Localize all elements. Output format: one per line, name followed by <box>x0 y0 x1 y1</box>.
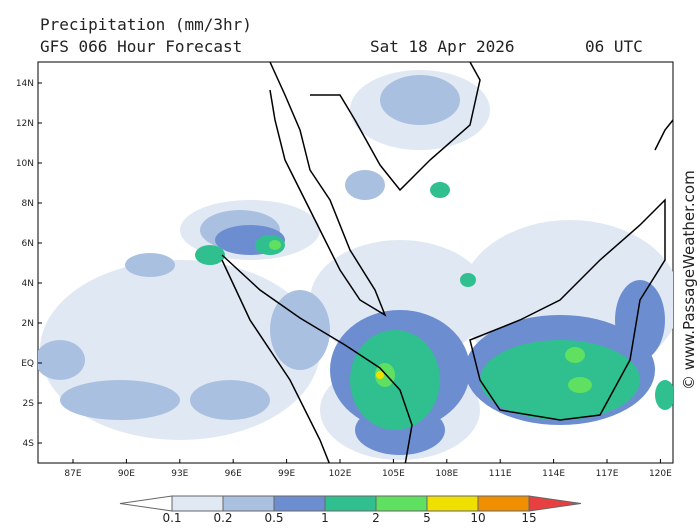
legend-swatch <box>324 495 377 512</box>
lon-label: 111E <box>489 469 512 479</box>
watermark: © www.PassageWeather.com <box>680 170 698 390</box>
lat-label: EQ <box>21 359 34 369</box>
coastlines <box>221 62 673 463</box>
lon-labels: 87E 90E 93E 96E 99E 102E 105E 108E 111E 114E 117E 1… <box>64 459 672 479</box>
legend-label: 15 <box>521 511 536 525</box>
legend-swatch <box>222 495 275 512</box>
legend-label: 2 <box>372 511 380 525</box>
lon-label: 105E <box>382 469 405 479</box>
legend-label: 0.2 <box>213 511 232 525</box>
lon-label: 96E <box>225 469 242 479</box>
lat-label: 4N <box>22 279 34 289</box>
lon-label: 117E <box>596 469 619 479</box>
lat-label: 12N <box>16 119 34 129</box>
legend: 0.1 0.2 0.5 1 2 5 10 15 <box>119 495 582 525</box>
date: Sat 18 Apr 2026 <box>370 37 515 56</box>
lat-label: 2N <box>22 319 34 329</box>
lon-label: 120E <box>649 469 672 479</box>
lon-label: 102E <box>329 469 352 479</box>
map <box>37 61 674 464</box>
lat-label: 8N <box>22 199 34 209</box>
lon-label: 108E <box>435 469 458 479</box>
legend-label: 10 <box>470 511 485 525</box>
lat-label: 4S <box>23 439 35 449</box>
legend-swatch <box>375 495 428 512</box>
legend-label: 0.1 <box>162 511 181 525</box>
legend-swatch <box>426 495 479 512</box>
lon-label: 90E <box>118 469 135 479</box>
model: GFS 066 Hour Forecast <box>40 37 242 56</box>
legend-swatch <box>477 495 530 512</box>
lon-label: 99E <box>278 469 295 479</box>
time: 06 UTC <box>585 37 643 56</box>
title: Precipitation (mm/3hr) <box>40 15 252 34</box>
legend-swatch <box>528 495 582 512</box>
lat-label: 2S <box>23 399 35 409</box>
legend-label: 1 <box>321 511 329 525</box>
legend-label: 0.5 <box>264 511 283 525</box>
lat-label: 6N <box>22 239 34 249</box>
lat-label: 14N <box>16 79 34 89</box>
precip-field <box>38 70 673 460</box>
lon-label: 87E <box>64 469 81 479</box>
lat-label: 10N <box>16 159 34 169</box>
legend-label: 5 <box>423 511 431 525</box>
legend-swatch <box>273 495 326 512</box>
legend-swatch <box>171 495 224 512</box>
lon-label: 93E <box>171 469 188 479</box>
lat-labels: 14N 12N 10N 8N 6N 4N 2N EQ 2S 4S <box>16 79 42 449</box>
legend-swatch <box>119 495 173 512</box>
lon-label: 114E <box>542 469 565 479</box>
